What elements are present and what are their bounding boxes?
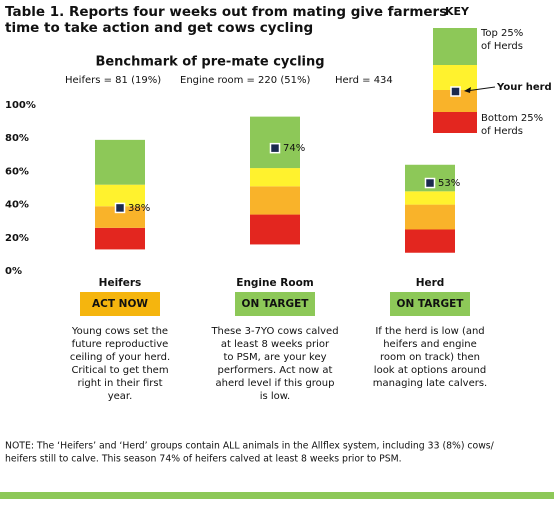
bar-segment: [405, 204, 455, 230]
y-tick-label: 80%: [5, 133, 29, 144]
bar-segment: [95, 184, 145, 207]
bar-segment: [250, 168, 300, 187]
bar-segment: [405, 229, 455, 253]
status-badge: [235, 292, 315, 316]
key-label: Bottom 25%: [481, 113, 543, 124]
y-tick-label: 60%: [5, 166, 29, 177]
description: ceiling of your herd.: [70, 352, 170, 363]
marker-label: 38%: [128, 203, 150, 214]
status-badge: [390, 292, 470, 316]
key-label: of Herds: [481, 41, 523, 52]
key-green: [433, 28, 477, 65]
description: right in their first: [78, 378, 163, 389]
key-arrow: [465, 86, 496, 92]
herd-marker: [114, 202, 126, 214]
description: These 3-7YO cows calved: [210, 326, 338, 337]
description: year.: [108, 391, 133, 402]
x-tick-label: Engine Room: [236, 277, 314, 289]
bar-segment: [95, 206, 145, 228]
key-title: KEY: [445, 5, 470, 18]
chart-subtitle: Herd = 434: [335, 75, 393, 86]
key-label: Top 25%: [480, 28, 523, 39]
key-label: Your herd: [496, 82, 552, 93]
description: performers. Act now at: [218, 365, 333, 376]
description: room on track) then: [380, 352, 480, 363]
note: NOTE: The ‘Heifers’ and ‘Herd’ groups co…: [5, 441, 495, 452]
bar-segment: [405, 191, 455, 205]
marker-label: 74%: [283, 143, 305, 154]
key-marker: [450, 86, 461, 97]
status-label: ON TARGET: [242, 298, 310, 310]
footer-band: [0, 492, 554, 499]
description: Critical to get them: [71, 365, 168, 376]
description: future reproductive: [72, 339, 169, 350]
x-tick-label: Heifers: [99, 277, 142, 289]
key-arrowhead: [464, 87, 471, 93]
bar-segment: [250, 186, 300, 215]
y-tick-label: 0%: [5, 266, 22, 277]
status-label: ON TARGET: [397, 298, 465, 310]
key-yellow: [433, 65, 477, 90]
description: is low.: [260, 391, 291, 402]
herd-marker: [269, 142, 281, 154]
page-title: time to take action and get cows cycling: [5, 20, 313, 36]
bar-segment: [95, 227, 145, 250]
y-tick-label: 40%: [5, 200, 29, 211]
y-tick-label: 100%: [5, 100, 36, 111]
bar-segment: [250, 214, 300, 245]
chart-title: Benchmark of pre-mate cycling: [95, 55, 324, 70]
key-red: [433, 112, 477, 133]
note: heifers still to calve. This season 74% …: [5, 454, 402, 465]
status-label: ACT NOW: [92, 298, 148, 310]
description: If the herd is low (and: [375, 326, 484, 337]
chart-subtitle: Engine room = 220 (51%): [180, 75, 310, 86]
description: managing late calvers.: [373, 378, 487, 389]
marker-label: 53%: [438, 178, 460, 189]
description: Young cows set the: [71, 326, 168, 337]
bar-segment: [95, 139, 145, 185]
description: look at options around: [374, 365, 486, 376]
chart-subtitle: Heifers = 81 (19%): [65, 75, 161, 86]
x-tick-label: Herd: [416, 277, 445, 289]
bar-segment: [250, 116, 300, 169]
y-tick-label: 20%: [5, 233, 29, 244]
description: to PSM, are your key: [223, 352, 326, 363]
key-label: of Herds: [481, 126, 523, 137]
description: heifers and engine: [383, 339, 477, 350]
status-badge: [80, 292, 160, 316]
key-orange: [433, 90, 477, 112]
description: aherd level if this group: [216, 378, 335, 389]
herd-marker: [424, 177, 436, 189]
description: at least 8 weeks prior: [221, 339, 330, 350]
page-title: Table 1. Reports four weeks out from mat…: [5, 4, 447, 20]
